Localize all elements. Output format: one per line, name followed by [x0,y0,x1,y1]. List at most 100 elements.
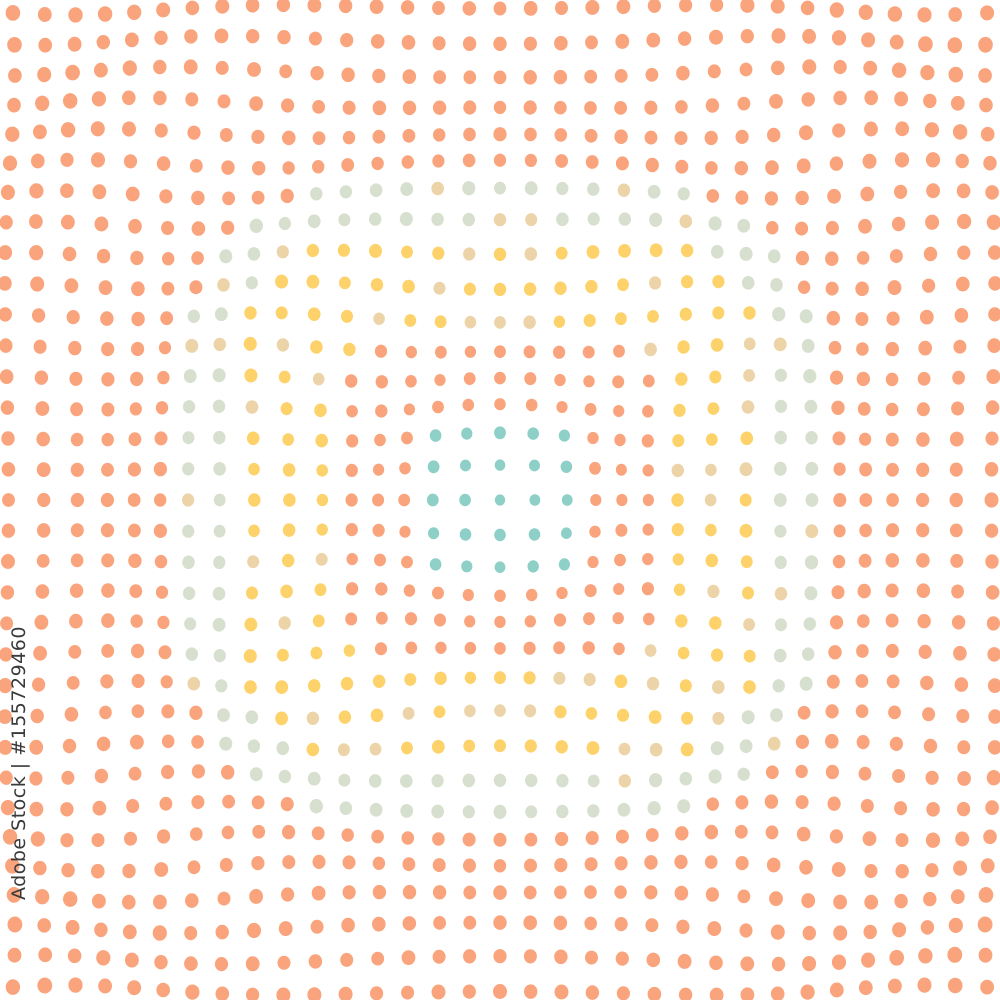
pattern-dot [585,950,598,965]
pattern-dot [708,216,722,231]
pattern-dot [952,370,965,385]
pattern-dot [986,616,1000,631]
pattern-dot [160,675,173,689]
pattern-dot [643,612,655,626]
pattern-dot [740,29,754,44]
pattern-dot [375,611,388,625]
pattern-dot [341,828,354,842]
pattern-dot [527,560,539,573]
pattern-dot [987,647,1000,662]
pattern-dot [556,586,568,600]
pattern-dot [244,306,257,320]
pattern-dot [951,584,964,599]
pattern-dot [769,94,783,109]
pattern-dot [524,832,538,847]
pattern-dot [464,315,477,329]
pattern-dot [345,612,358,626]
pattern-dot [213,555,226,570]
pattern-dot [282,130,296,146]
pattern-dot [60,183,74,198]
pattern-dot [955,153,969,169]
pattern-dot [345,493,358,507]
pattern-dot [979,97,993,113]
pattern-dot [402,857,416,872]
pattern-dot [306,742,320,757]
pattern-dot [855,312,869,326]
pattern-dot [94,922,108,938]
pattern-dot [34,614,49,630]
pattern-dot [94,216,109,232]
pattern-dot [0,739,13,755]
pattern-dot [831,862,846,877]
pattern-dot [0,276,12,291]
pattern-dot [671,523,684,537]
pattern-dot [894,91,908,107]
pattern-dot [278,921,293,937]
pattern-dot [64,278,79,294]
pattern-dot [916,492,930,508]
pattern-dot [246,29,260,44]
pattern-dot [799,676,813,691]
pattern-dot [374,553,386,567]
pattern-dot [251,795,265,810]
pattern-dot [493,832,507,847]
pattern-dot [524,858,537,873]
pattern-dot [128,218,142,234]
pattern-dot [129,584,143,598]
pattern-dot [585,0,600,15]
pattern-dot [647,986,662,1000]
pattern-dot [187,676,201,691]
pattern-dot [278,769,292,784]
pattern-dot [712,711,725,725]
pattern-dot [182,493,195,507]
pattern-dot [916,523,930,538]
pattern-dot [858,980,873,996]
pattern-dot [740,0,755,13]
pattern-dot [101,402,115,417]
pattern-dot [431,739,445,754]
pattern-dot [62,891,78,907]
pattern-dot [130,614,143,628]
pattern-dot [920,920,935,935]
pattern-dot [375,404,388,418]
pattern-dot [0,245,13,261]
pattern-dot [191,251,204,265]
pattern-dot [35,401,50,416]
pattern-dot [680,742,694,757]
pattern-dot [764,191,779,206]
pattern-dot [582,641,595,655]
pattern-dot [402,128,416,143]
pattern-dot [585,155,599,169]
pattern-dot [649,276,662,290]
pattern-dot [217,278,230,292]
pattern-dot [37,492,51,508]
pattern-dot [556,181,569,196]
pattern-dot [796,158,811,174]
pattern-dot [432,586,444,600]
pattern-dot [555,831,569,847]
pattern-dot [740,987,755,1000]
pattern-dot [311,885,326,901]
pattern-dot [856,735,870,750]
pattern-dot [616,986,630,1000]
pattern-dot [276,987,291,1000]
pattern-dot [553,613,567,627]
pattern-dot [61,214,75,230]
pattern-dot [673,583,686,596]
pattern-dot [432,858,446,873]
pattern-dot [583,612,595,626]
pattern-dot [185,893,199,908]
pattern-dot [435,641,447,654]
pattern-dot [829,829,844,844]
pattern-dot [5,126,20,142]
pattern-dot [432,400,444,414]
pattern-dot [743,649,756,663]
pattern-dot [644,855,658,870]
pattern-dot [247,62,261,77]
pattern-dot [275,680,289,694]
pattern-dot [308,679,321,693]
pattern-dot [985,185,999,200]
pattern-dot [307,214,321,229]
pattern-dot [1,462,16,477]
pattern-dot [315,553,328,566]
